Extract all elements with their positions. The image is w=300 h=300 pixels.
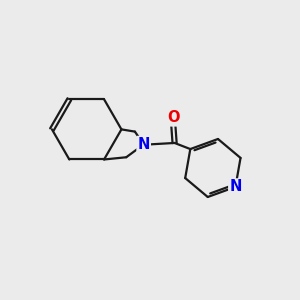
Text: N: N <box>137 137 150 152</box>
Text: O: O <box>167 110 179 125</box>
Text: N: N <box>229 179 242 194</box>
